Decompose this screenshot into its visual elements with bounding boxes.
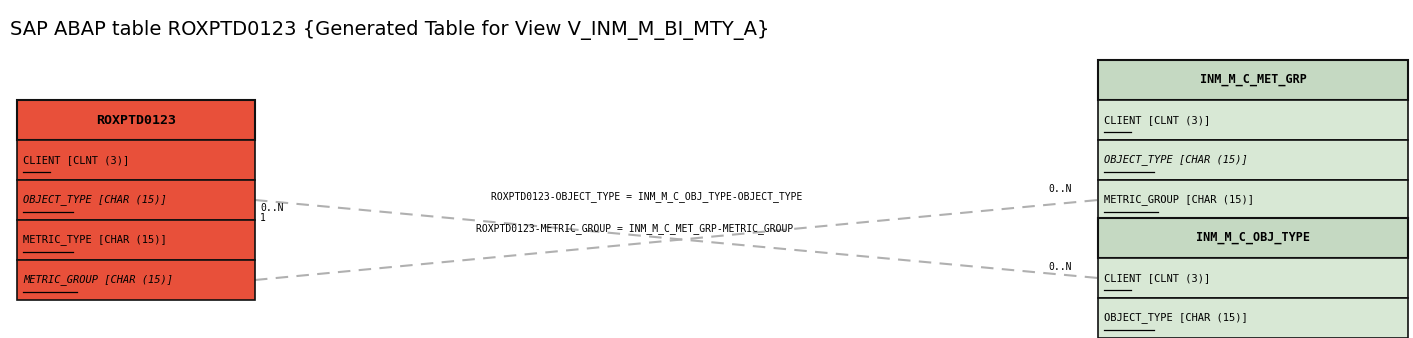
- Text: OBJECT_TYPE [CHAR (15)]: OBJECT_TYPE [CHAR (15)]: [1104, 313, 1248, 323]
- Text: CLIENT [CLNT (3)]: CLIENT [CLNT (3)]: [1104, 115, 1211, 125]
- Bar: [1098, 180, 1407, 220]
- Bar: [1098, 100, 1407, 140]
- Bar: [1098, 258, 1407, 298]
- Text: CLIENT [CLNT (3)]: CLIENT [CLNT (3)]: [1104, 273, 1211, 283]
- Bar: [1098, 298, 1407, 338]
- Text: INM_M_C_MET_GRP: INM_M_C_MET_GRP: [1200, 73, 1307, 87]
- Text: METRIC_TYPE [CHAR (15)]: METRIC_TYPE [CHAR (15)]: [23, 235, 167, 245]
- Text: CLIENT [CLNT (3)]: CLIENT [CLNT (3)]: [23, 155, 129, 165]
- Text: 0..N
1: 0..N 1: [260, 203, 284, 223]
- Text: ROXPTD0123: ROXPTD0123: [96, 114, 177, 126]
- Text: SAP ABAP table ROXPTD0123 {Generated Table for View V_INM_M_BI_MTY_A}: SAP ABAP table ROXPTD0123 {Generated Tab…: [10, 20, 770, 40]
- Bar: [17, 140, 254, 180]
- Text: 0..N: 0..N: [1048, 184, 1071, 194]
- Bar: [1098, 218, 1407, 258]
- Text: METRIC_GROUP [CHAR (15)]: METRIC_GROUP [CHAR (15)]: [1104, 195, 1253, 206]
- Text: METRIC_GROUP [CHAR (15)]: METRIC_GROUP [CHAR (15)]: [23, 274, 172, 286]
- Bar: [17, 100, 254, 140]
- Text: ROXPTD0123-OBJECT_TYPE = INM_M_C_OBJ_TYPE-OBJECT_TYPE: ROXPTD0123-OBJECT_TYPE = INM_M_C_OBJ_TYP…: [490, 191, 803, 202]
- Text: ROXPTD0123-METRIC_GROUP = INM_M_C_MET_GRP-METRIC_GROUP: ROXPTD0123-METRIC_GROUP = INM_M_C_MET_GR…: [476, 223, 793, 234]
- Bar: [1098, 60, 1407, 100]
- Text: INM_M_C_OBJ_TYPE: INM_M_C_OBJ_TYPE: [1195, 232, 1310, 244]
- Text: OBJECT_TYPE [CHAR (15)]: OBJECT_TYPE [CHAR (15)]: [23, 195, 167, 206]
- Bar: [17, 260, 254, 300]
- Bar: [17, 180, 254, 220]
- Bar: [17, 220, 254, 260]
- Text: OBJECT_TYPE [CHAR (15)]: OBJECT_TYPE [CHAR (15)]: [1104, 154, 1248, 166]
- Text: 0..N: 0..N: [1048, 262, 1071, 272]
- Bar: [1098, 140, 1407, 180]
